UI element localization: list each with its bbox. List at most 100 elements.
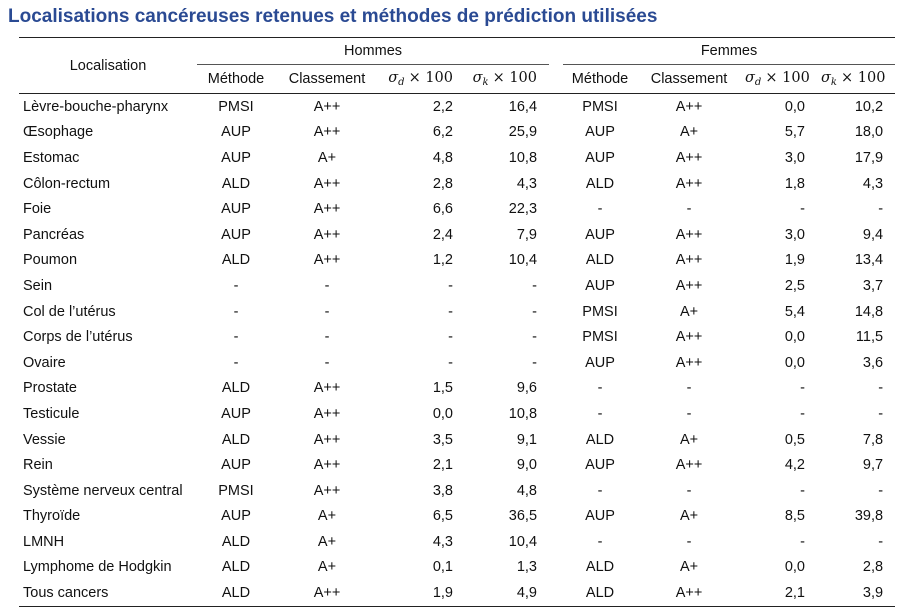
femmes-sigma-k-cell: 13,4 (854, 252, 884, 269)
femmes-sigma-d-cell: 1,9 (784, 252, 806, 269)
table-row: Pancréas AUP A++ 2,4 7,9 AUP A++ 3,0 9,4 (19, 222, 895, 248)
femmes-sigma-d-cell: 0,0 (784, 559, 806, 576)
femmes-sigma-d-cell: 0,5 (784, 431, 806, 448)
localisation-cell: Tous cancers (19, 580, 197, 607)
column-gap (549, 94, 563, 120)
hommes-methode-cell: ALD (221, 252, 251, 269)
hommes-sigma-k-header: σk × 100 (465, 64, 550, 94)
femmes-methode-cell: ALD (585, 559, 615, 576)
column-gap (549, 401, 563, 427)
hommes-sigma-d-cell: 2,1 (432, 457, 453, 474)
column-gap (549, 222, 563, 248)
hommes-sigma-d-cell: 3,5 (432, 431, 453, 448)
column-gap (549, 580, 564, 607)
hommes-sigma-k-cell: 36,5 (508, 508, 538, 525)
femmes-classement-cell: A++ (675, 252, 703, 269)
page-title: Localisations cancéreuses retenues et mé… (8, 6, 658, 27)
hommes-classement-cell: A+ (317, 149, 337, 166)
hommes-sigma-d-cell: - (448, 354, 453, 371)
column-gap (549, 478, 563, 504)
femmes-sigma-d-cell: 0,0 (784, 329, 806, 346)
femmes-sigma-d-cell: - (800, 482, 806, 499)
localisation-cell: Estomac (23, 149, 80, 166)
femmes-sigma-d-cell: 2,5 (784, 277, 806, 294)
femmes-classement-cell: - (686, 380, 692, 397)
femmes-methode-cell: - (597, 482, 603, 499)
hommes-sigma-d-cell: 0,0 (432, 405, 453, 422)
hommes-methode-cell: - (233, 303, 239, 320)
femmes-classement-cell: A+ (679, 303, 699, 320)
hommes-methode-cell: PMSI (218, 482, 254, 499)
hommes-classement-cell: - (324, 303, 330, 320)
femmes-sigma-k-cell: - (878, 405, 884, 422)
femmes-classement-cell: A+ (679, 559, 699, 576)
column-gap (549, 427, 563, 453)
hommes-sigma-d-cell: - (448, 303, 453, 320)
header-sub-row: Méthode Classement σd × 100 σk × 100 Mét… (19, 64, 896, 94)
femmes-methode-header: Méthode (563, 64, 638, 94)
localisation-cell: Système nerveux central (23, 482, 183, 499)
hommes-sigma-k-cell: 4,8 (516, 482, 538, 499)
table-row: Vessie ALD A++ 3,5 9,1 ALD A+ 0,5 7,8 (19, 427, 895, 453)
hommes-sigma-d-cell: 6,2 (432, 124, 453, 141)
hommes-classement-cell: A++ (313, 482, 341, 499)
femmes-sigma-k-cell: 9,7 (862, 457, 884, 474)
hommes-classement-cell: A++ (313, 405, 341, 422)
femmes-sigma-k-cell: 3,7 (862, 277, 884, 294)
femmes-sigma-k-cell: 9,4 (862, 226, 884, 243)
femmes-classement-header: Classement (637, 64, 742, 94)
localisation-cell: Poumon (23, 252, 78, 269)
hommes-methode-cell: AUP (221, 457, 251, 474)
localisation-cell: Sein (23, 277, 53, 294)
hommes-sigma-k-cell: 22,3 (508, 201, 538, 218)
femmes-sigma-d-cell: - (800, 201, 806, 218)
table-row: Estomac AUP A+ 4,8 10,8 AUP A++ 3,0 17,9 (19, 145, 895, 171)
femmes-sigma-d-cell: - (800, 380, 806, 397)
femmes-sigma-d-cell: 4,2 (784, 457, 806, 474)
femmes-methode-cell: ALD (563, 580, 638, 607)
hommes-methode-cell: AUP (221, 405, 251, 422)
hommes-sigma-k-cell: 7,9 (516, 226, 538, 243)
femmes-methode-cell: - (597, 380, 603, 397)
femmes-sigma-d-cell: - (800, 405, 806, 422)
femmes-sigma-k-cell: - (878, 201, 884, 218)
femmes-methode-cell: AUP (585, 457, 615, 474)
femmes-methode-cell: - (597, 201, 603, 218)
femmes-sigma-d-cell: 5,4 (784, 303, 806, 320)
hommes-sigma-d-cell: 2,4 (432, 226, 453, 243)
femmes-sigma-k-cell: 39,8 (854, 508, 884, 525)
femmes-classement-cell: A++ (637, 580, 742, 607)
femmes-sigma-k-cell: 2,8 (862, 559, 884, 576)
table-row: Sein - - - - AUP A++ 2,5 3,7 (19, 273, 895, 299)
hommes-methode-cell: - (233, 277, 239, 294)
hommes-sigma-k-cell: - (532, 354, 538, 371)
column-gap (549, 555, 563, 581)
hommes-classement-cell: A++ (313, 380, 341, 397)
femmes-classement-cell: A++ (675, 175, 703, 192)
header-group-row: Localisation Hommes Femmes (19, 37, 896, 94)
localisation-cell: Thyroïde (23, 508, 81, 525)
femmes-sigma-d-header: σd × 100 (741, 64, 818, 94)
table-row: Col de l’utérus - - - - PMSI A+ 5,4 14,8 (19, 299, 895, 325)
localisation-cell: LMNH (23, 533, 65, 550)
femmes-classement-cell: A+ (679, 124, 699, 141)
localisation-cell: Corps de l’utérus (23, 329, 133, 346)
table-row: Côlon-rectum ALD A++ 2,8 4,3 ALD A++ 1,8 4,3 (19, 171, 895, 197)
femmes-methode-cell: PMSI (582, 98, 618, 115)
hommes-sigma-k-cell: 4,3 (516, 175, 538, 192)
localisation-cell: Prostate (23, 380, 77, 397)
femmes-classement-cell: A++ (675, 149, 703, 166)
femmes-classement-cell: A++ (675, 329, 703, 346)
femmes-sigma-d-cell: 2,1 (741, 580, 818, 607)
femmes-methode-cell: ALD (585, 252, 615, 269)
column-gap (549, 171, 563, 197)
localisation-header: Localisation (19, 37, 197, 94)
hommes-methode-cell: AUP (221, 508, 251, 525)
hommes-sigma-k-cell: 10,8 (508, 149, 538, 166)
femmes-classement-cell: A++ (675, 98, 703, 115)
hommes-sigma-k-cell: - (532, 277, 538, 294)
femmes-sigma-d-cell: 3,0 (784, 149, 806, 166)
hommes-classement-cell: A++ (313, 98, 341, 115)
hommes-methode-cell: AUP (221, 149, 251, 166)
hommes-methode-cell: PMSI (218, 98, 254, 115)
